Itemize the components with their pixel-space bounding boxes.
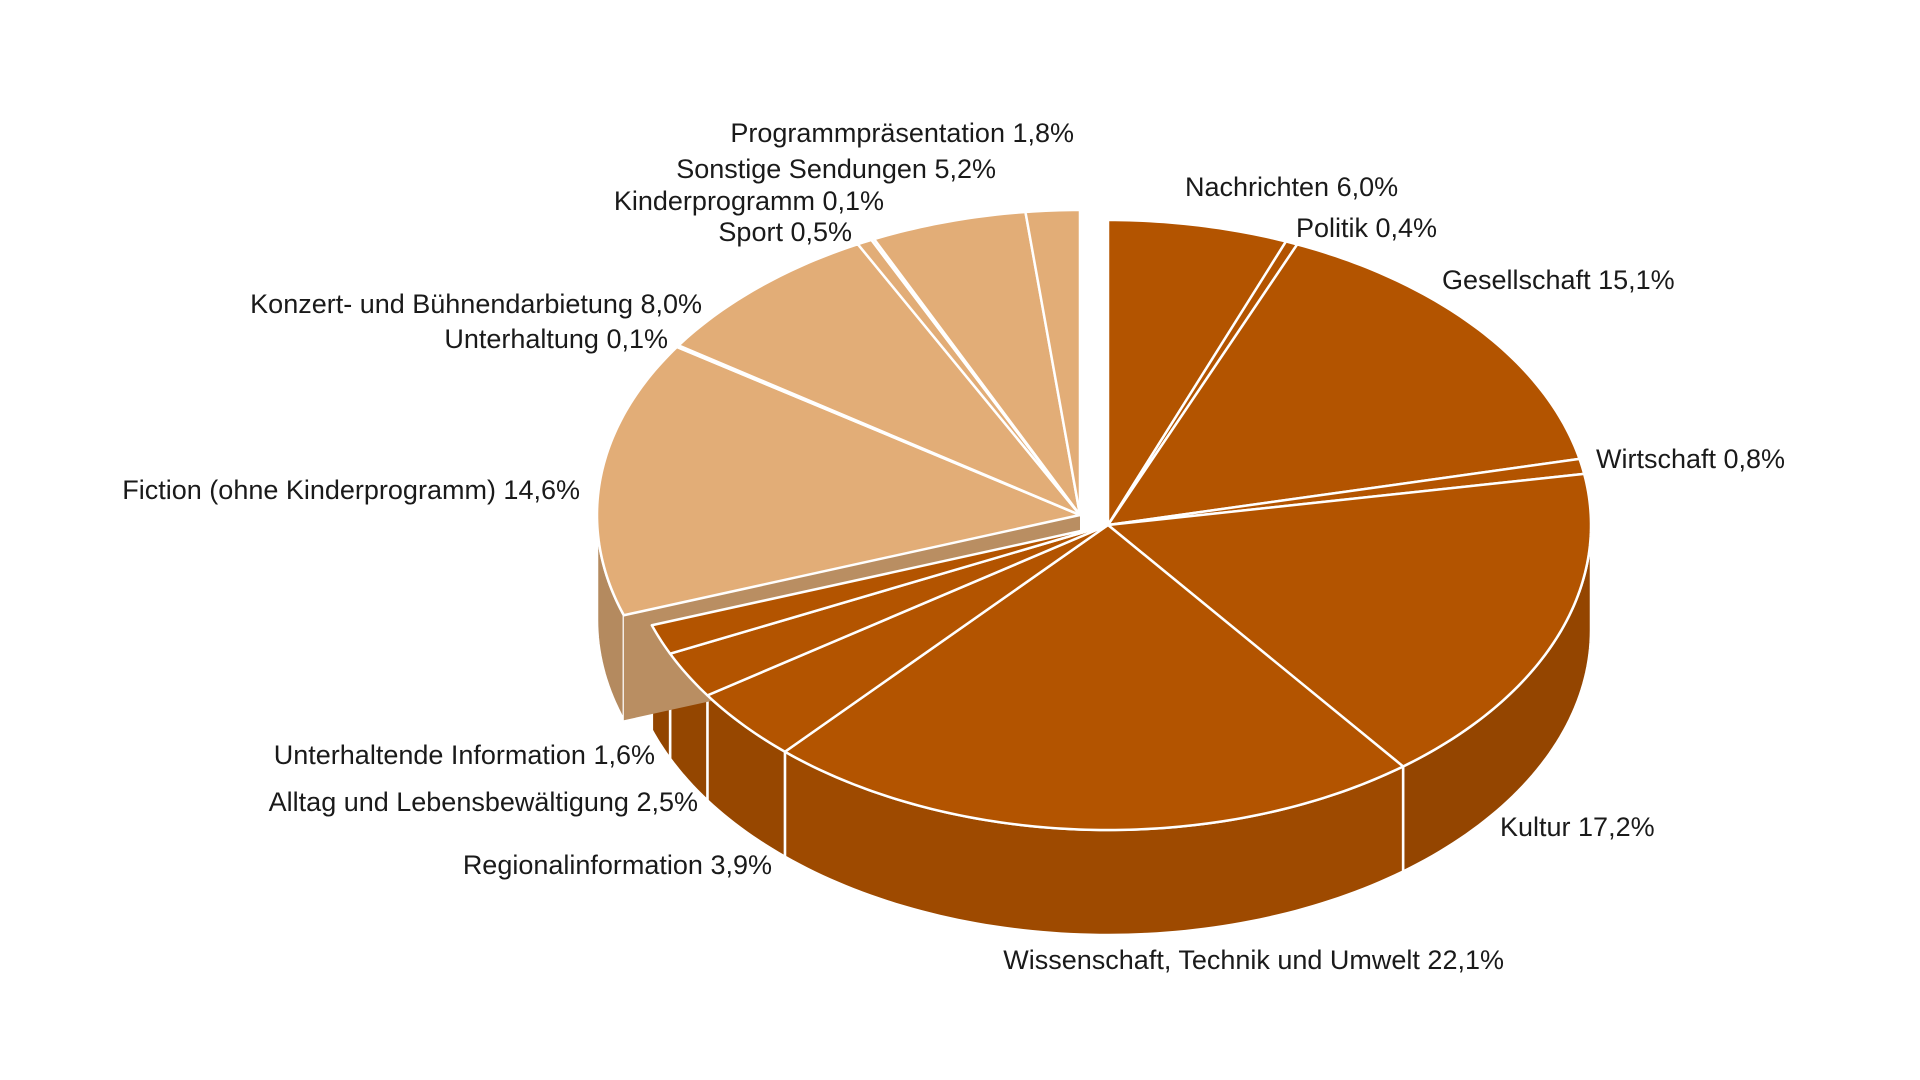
label-konzert-und-buehnendarbietung: Konzert- und Bühnendarbietung 8,0% [250, 289, 702, 319]
label-wirtschaft: Wirtschaft 0,8% [1596, 444, 1785, 474]
slice-kultur [1106, 472, 1593, 768]
label-unterhaltung: Unterhaltung 0,1% [444, 324, 668, 354]
slice-fiction-ohne-kinderprogramm [595, 345, 1082, 617]
slice-unterhaltende-information [650, 523, 1110, 655]
label-alltag-und-lebensbewaeltigung: Alltag und Lebensbewältigung 2,5% [269, 787, 698, 817]
slice-sonstige-sendungen [872, 210, 1082, 517]
slice-wissenschaft-technik-und-umwelt [783, 523, 1405, 832]
label-kultur: Kultur 17,2% [1500, 812, 1655, 842]
label-regionalinformation: Regionalinformation 3,9% [463, 850, 772, 880]
slice-alltag-und-lebensbewaeltigung [668, 523, 1110, 697]
slice-programmpraesentation [1024, 208, 1082, 517]
pie-top-faces [595, 208, 1593, 832]
slice-regionalinformation [706, 523, 1110, 753]
label-sonstige-sendungen: Sonstige Sendungen 5,2% [676, 154, 996, 184]
pie-labels: Nachrichten 6,0% Politik 0,4%Gesellschaft… [122, 118, 1785, 975]
label-unterhaltende-information: Unterhaltende Information 1,6% [274, 740, 655, 770]
label-kinderprogramm: Kinderprogramm 0,1% [614, 186, 884, 216]
label-fiction-ohne-kinderprogramm: Fiction (ohne Kinderprogramm) 14,6% [122, 475, 580, 505]
slice-nachrichten [1106, 218, 1288, 527]
slice-konzert-und-buehnendarbietung [677, 242, 1082, 517]
slice-gesellschaft [1106, 243, 1581, 527]
label-wissenschaft-technik-und-umwelt: Wissenschaft, Technik und Umwelt 22,1% [1003, 945, 1504, 975]
label-nachrichten: Nachrichten 6,0% [1185, 172, 1398, 202]
label-programmpraesentation: Programmpräsentation 1,8% [730, 118, 1074, 148]
label-gesellschaft: Gesellschaft 15,1% [1442, 265, 1675, 295]
label-politik: Politik 0,4% [1296, 213, 1437, 243]
label-sport: Sport 0,5% [718, 217, 852, 247]
